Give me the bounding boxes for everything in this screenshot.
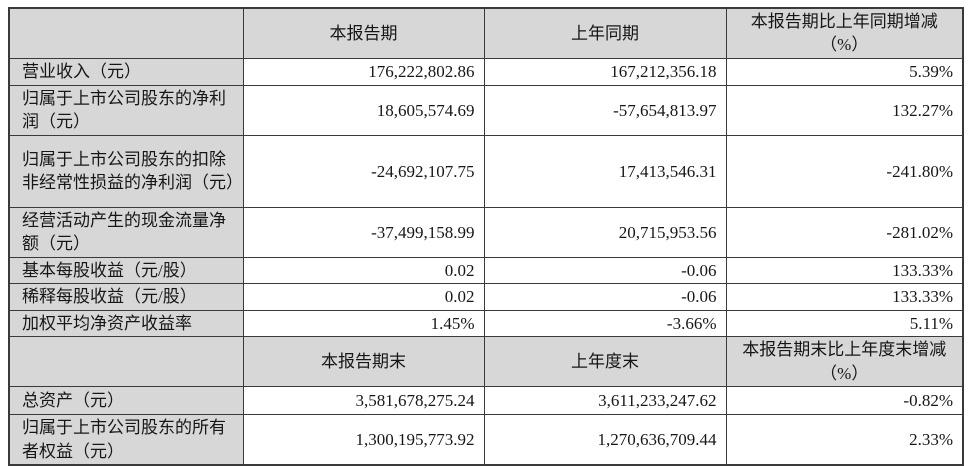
- cell-current: 1,300,195,773.92: [242, 414, 485, 466]
- table-row-total-assets: 总资产（元） 3,581,678,275.24 3,611,233,247.62…: [8, 386, 964, 416]
- header-row-period: 本报告期 上年同期 本报告期比上年同期增减（%）: [8, 7, 964, 59]
- cell-current: -24,692,107.75: [242, 134, 485, 208]
- cell-current: 18,605,574.69: [242, 84, 485, 136]
- row-label: 基本每股收益（元/股）: [8, 256, 244, 285]
- row-label: 归属于上市公司股东的所有者权益（元）: [8, 414, 244, 466]
- cell-change: -281.02%: [725, 206, 964, 258]
- cell-prior: 3,611,233,247.62: [483, 386, 727, 416]
- cell-prior: -3.66%: [483, 309, 727, 338]
- table-row-weighted-avg-roe: 加权平均净资产收益率 1.45% -3.66% 5.11%: [8, 309, 964, 338]
- header-period-end-change: 本报告期末比上年度末增减（%）: [725, 336, 964, 388]
- table-row-diluted-eps: 稀释每股收益（元/股） 0.02 -0.06 133.33%: [8, 283, 964, 311]
- cell-change: 5.11%: [725, 309, 964, 338]
- cell-change: 132.27%: [725, 84, 964, 136]
- header-prior-year-end: 上年度末: [483, 336, 727, 388]
- table-row-basic-eps: 基本每股收益（元/股） 0.02 -0.06 133.33%: [8, 256, 964, 285]
- header-blank: [8, 336, 244, 388]
- table-row-operating-cash-flow: 经营活动产生的现金流量净额（元） -37,499,158.99 20,715,9…: [8, 206, 964, 258]
- row-label: 加权平均净资产收益率: [8, 309, 244, 338]
- header-blank: [8, 7, 244, 59]
- cell-change: -0.82%: [725, 386, 964, 416]
- cell-change: 133.33%: [725, 283, 964, 311]
- financial-summary-table: 本报告期 上年同期 本报告期比上年同期增减（%） 营业收入（元） 176,222…: [8, 7, 964, 466]
- cell-current: 176,222,802.86: [242, 57, 485, 86]
- header-current-period: 本报告期: [242, 7, 485, 59]
- cell-current: 3,581,678,275.24: [242, 386, 485, 416]
- cell-prior: -0.06: [483, 283, 727, 311]
- header-current-period-end: 本报告期末: [242, 336, 485, 388]
- table-row-net-profit: 归属于上市公司股东的净利润（元） 18,605,574.69 -57,654,8…: [8, 84, 964, 136]
- cell-change: 5.39%: [725, 57, 964, 86]
- header-prior-period: 上年同期: [483, 7, 727, 59]
- cell-change: -241.80%: [725, 134, 964, 208]
- header-row-period-end: 本报告期末 上年度末 本报告期末比上年度末增减（%）: [8, 336, 964, 388]
- row-label: 稀释每股收益（元/股）: [8, 283, 244, 311]
- row-label: 经营活动产生的现金流量净额（元）: [8, 206, 244, 258]
- cell-prior: -0.06: [483, 256, 727, 285]
- cell-prior: 1,270,636,709.44: [483, 414, 727, 466]
- cell-current: 0.02: [242, 283, 485, 311]
- table-row-net-profit-excl-nonrecurring: 归属于上市公司股东的扣除非经常性损益的净利润（元） -24,692,107.75…: [8, 134, 964, 208]
- cell-change: 2.33%: [725, 414, 964, 466]
- row-label: 营业收入（元）: [8, 57, 244, 86]
- cell-prior: 167,212,356.18: [483, 57, 727, 86]
- cell-prior: -57,654,813.97: [483, 84, 727, 136]
- table-row-owners-equity: 归属于上市公司股东的所有者权益（元） 1,300,195,773.92 1,27…: [8, 414, 964, 466]
- cell-prior: 20,715,953.56: [483, 206, 727, 258]
- report-page: 本报告期 上年同期 本报告期比上年同期增减（%） 营业收入（元） 176,222…: [8, 7, 964, 466]
- cell-current: 0.02: [242, 256, 485, 285]
- row-label: 归属于上市公司股东的扣除非经常性损益的净利润（元）: [8, 134, 244, 208]
- cell-change: 133.33%: [725, 256, 964, 285]
- row-label: 总资产（元）: [8, 386, 244, 416]
- header-period-change: 本报告期比上年同期增减（%）: [725, 7, 964, 59]
- row-label: 归属于上市公司股东的净利润（元）: [8, 84, 244, 136]
- cell-prior: 17,413,546.31: [483, 134, 727, 208]
- cell-current: -37,499,158.99: [242, 206, 485, 258]
- table-row-revenue: 营业收入（元） 176,222,802.86 167,212,356.18 5.…: [8, 57, 964, 86]
- cell-current: 1.45%: [242, 309, 485, 338]
